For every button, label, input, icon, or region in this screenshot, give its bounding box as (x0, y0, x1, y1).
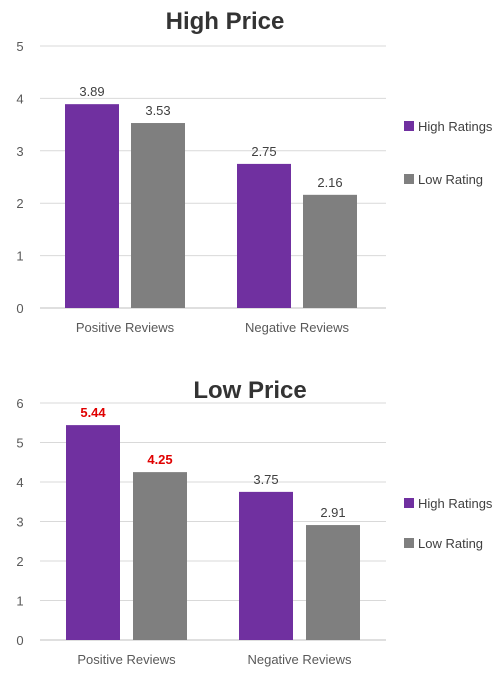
bar (65, 104, 119, 308)
chart-low-price: Low Price 0 1 2 3 4 5 6 5.44 4.25 Positive Reviews… (0, 364, 500, 688)
y-tick-label: 4 (16, 91, 23, 106)
x-tick-label: Negative Reviews (247, 652, 352, 667)
y-tick-label: 5 (16, 436, 23, 451)
bar (66, 425, 120, 640)
chart-title: Low Price (193, 377, 306, 404)
x-tick-label: Negative Reviews (245, 320, 350, 335)
y-tick-label: 1 (16, 594, 23, 609)
data-label: 2.91 (320, 505, 345, 520)
bar (239, 491, 293, 640)
data-label: 2.16 (317, 175, 342, 190)
legend-swatch (404, 174, 414, 184)
legend-label: Low Rating (418, 536, 483, 551)
data-label: 3.53 (145, 103, 170, 118)
x-tick-label: Positive Reviews (77, 652, 176, 667)
y-tick-label: 3 (16, 515, 23, 530)
y-tick-label: 6 (16, 396, 23, 411)
chart-title: High Price (166, 8, 285, 35)
bar (306, 525, 360, 640)
data-label: 5.44 (80, 405, 106, 420)
legend-label: High Ratings (418, 496, 493, 511)
legend-swatch (404, 538, 414, 548)
y-tick-label: 2 (16, 554, 23, 569)
data-label: 2.75 (251, 144, 276, 159)
legend-swatch (404, 498, 414, 508)
data-label: 3.75 (253, 472, 278, 487)
y-tick-label: 0 (16, 633, 23, 648)
y-tick-label: 3 (16, 144, 23, 159)
y-tick-label: 0 (16, 301, 23, 316)
y-tick-label: 2 (16, 196, 23, 211)
chart-high-price-svg: High Price 0 1 2 3 4 5 3.89 3.53 Positive Reviews… (16, 8, 493, 335)
bar (133, 472, 187, 640)
y-tick-label: 4 (16, 475, 23, 490)
y-tick-label: 5 (16, 39, 23, 54)
y-tick-label: 1 (16, 249, 23, 264)
bar (131, 123, 185, 308)
bar (237, 163, 291, 308)
chart-high-price: High Price 0 1 2 3 4 5 3.89 3.53 Positive Reviews… (16, 8, 493, 335)
legend-label: High Ratings (418, 119, 493, 134)
data-label: 3.89 (79, 84, 104, 99)
x-tick-label: Positive Reviews (76, 320, 175, 335)
legend-label: Low Rating (418, 172, 483, 187)
data-label: 4.25 (147, 452, 172, 467)
legend-swatch (404, 121, 414, 131)
chart-low-price-svg: Low Price 0 1 2 3 4 5 6 5.44 4.25 Positive Reviews… (16, 377, 493, 667)
bar (303, 194, 357, 308)
